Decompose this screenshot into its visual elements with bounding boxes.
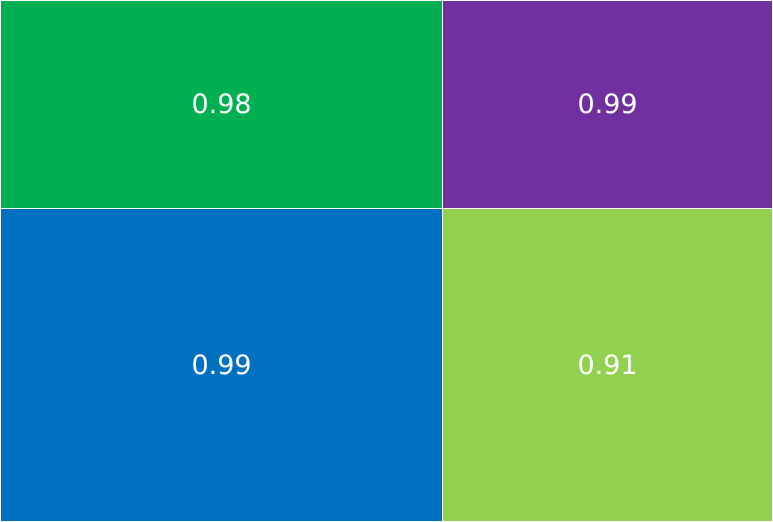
- tile-value-label: 0.98: [191, 89, 252, 120]
- tile-value-label: 0.91: [577, 349, 638, 381]
- treemap-tile-top-right: 0.99: [443, 1, 772, 208]
- tile-value-label: 0.99: [191, 349, 252, 381]
- tile-value-label: 0.99: [577, 89, 638, 120]
- treemap-tile-bottom-right: 0.91: [443, 209, 772, 521]
- treemap-tile-top-left: 0.98: [1, 1, 442, 208]
- treemap-tile-bottom-left: 0.99: [1, 209, 442, 521]
